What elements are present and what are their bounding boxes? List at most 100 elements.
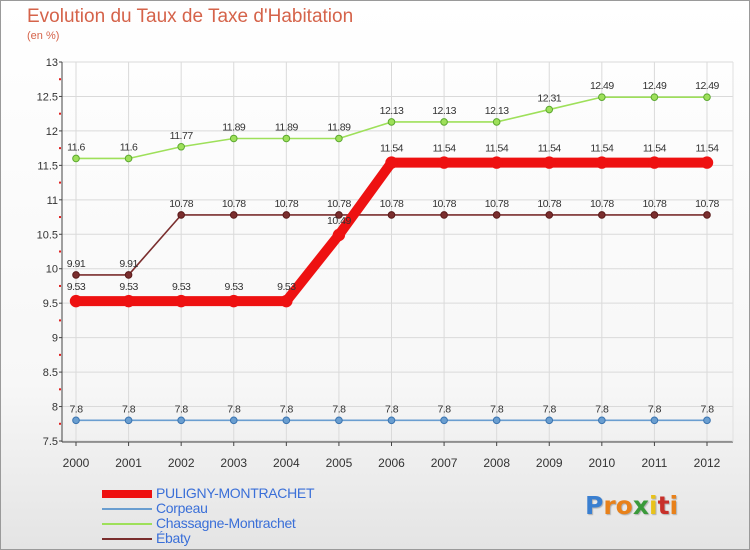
data-label: 11.89	[222, 121, 246, 133]
data-point	[72, 154, 80, 163]
data-point	[545, 416, 554, 425]
data-point	[703, 93, 711, 101]
x-tick-label: 2005	[326, 456, 353, 470]
data-point	[650, 93, 659, 101]
data-point	[492, 211, 501, 219]
legend-swatch	[102, 538, 152, 540]
data-label: 10.78	[222, 198, 246, 210]
data-label: 7.8	[543, 403, 557, 415]
data-label: 10.78	[643, 198, 667, 210]
data-label: 10.49	[327, 215, 351, 227]
legend-swatch	[102, 490, 152, 498]
data-label: 11.77	[170, 130, 194, 142]
data-label: 12.49	[695, 80, 719, 92]
y-tick-label: 11	[47, 195, 58, 207]
y-minor-tick	[59, 147, 61, 150]
data-label: 10.78	[432, 198, 456, 210]
logo-letter: i	[669, 491, 679, 520]
data-label: 11.54	[538, 143, 562, 155]
data-label: 11.54	[433, 143, 457, 155]
y-tick-label: 12	[46, 126, 58, 138]
data-point	[335, 134, 343, 143]
data-point	[282, 211, 291, 219]
data-label: 12.49	[590, 80, 614, 92]
data-point	[598, 93, 606, 101]
data-label: 9.53	[119, 281, 138, 293]
data-label: 7.8	[595, 403, 609, 415]
y-tick-label: 13	[46, 57, 58, 69]
data-point	[282, 134, 291, 143]
data-label: 7.8	[438, 403, 452, 415]
data-point	[177, 211, 185, 219]
y-minor-tick	[59, 319, 61, 322]
y-minor-tick	[59, 353, 61, 356]
x-tick-label: 2004	[273, 456, 300, 470]
data-point	[545, 211, 554, 219]
data-label: 12.31	[537, 93, 561, 105]
data-label: 10.78	[274, 198, 298, 210]
x-tick-label: 2003	[220, 456, 247, 470]
data-label: 10.78	[169, 198, 193, 210]
data-point	[177, 142, 185, 151]
legend-label: Ébaty	[156, 530, 191, 546]
data-label: 7.8	[700, 403, 714, 415]
data-label: 10.78	[380, 198, 404, 210]
data-point	[440, 416, 448, 425]
data-label: 10.78	[695, 198, 719, 210]
logo-letter: x	[632, 491, 649, 520]
data-point	[387, 211, 396, 219]
data-point	[124, 271, 133, 279]
data-point	[440, 118, 448, 126]
data-label: 9.53	[67, 281, 86, 293]
y-tick-label: 12.5	[37, 91, 58, 103]
data-point	[387, 118, 396, 126]
y-minor-tick	[59, 422, 61, 425]
data-label: 7.8	[69, 403, 83, 415]
x-tick-label: 2008	[483, 456, 510, 470]
chart-title: Evolution du Taux de Taxe d'Habitation	[27, 6, 354, 27]
data-point	[387, 416, 396, 425]
x-tick-label: 2006	[378, 456, 405, 470]
data-point	[69, 294, 83, 308]
legend-swatch	[102, 508, 152, 510]
legend-swatch	[102, 523, 152, 525]
data-label: 11.6	[120, 141, 138, 153]
legend-label: PULIGNY-MONTRACHET	[156, 485, 315, 501]
x-tick-label: 2007	[431, 456, 458, 470]
data-point	[335, 211, 343, 219]
data-label: 12.13	[380, 105, 404, 117]
y-tick-label: 9.5	[43, 298, 58, 310]
data-label: 7.8	[227, 403, 241, 415]
data-label: 11.89	[275, 121, 299, 133]
data-label: 10.78	[327, 198, 351, 210]
x-tick-label: 2002	[168, 456, 195, 470]
data-label: 10.78	[590, 198, 614, 210]
legend-label: Corpeau	[156, 500, 208, 516]
data-label: 9.91	[119, 258, 138, 270]
data-point	[650, 211, 659, 219]
data-point	[72, 416, 80, 425]
data-point	[332, 228, 346, 242]
data-point	[177, 416, 185, 425]
data-label: 11.54	[643, 143, 667, 155]
y-minor-tick	[59, 284, 61, 287]
y-tick-label: 10	[46, 264, 58, 276]
data-label: 12.49	[643, 80, 667, 92]
x-tick-label: 2011	[642, 456, 668, 470]
logo-letter: r	[603, 491, 616, 520]
data-point	[650, 416, 659, 425]
logo-letter: i	[649, 491, 658, 520]
data-point	[543, 156, 556, 169]
y-axis-unit: (en %)	[27, 30, 60, 42]
data-label: 10.78	[537, 198, 561, 210]
data-label: 7.8	[332, 403, 346, 415]
data-point	[282, 416, 291, 425]
y-tick-label: 11.5	[37, 160, 58, 172]
data-point	[385, 156, 398, 169]
data-point	[703, 416, 711, 425]
data-label: 7.8	[490, 403, 504, 415]
data-point	[229, 211, 238, 219]
data-point	[490, 156, 503, 169]
data-label: 9.91	[67, 258, 86, 270]
